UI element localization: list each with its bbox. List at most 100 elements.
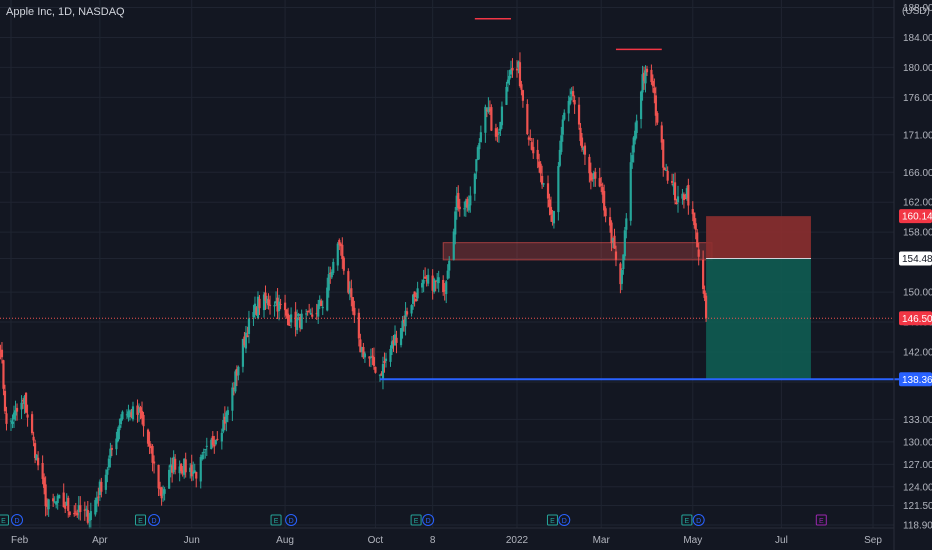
candle-body [32, 436, 35, 441]
marker-outline [692, 514, 705, 526]
candle-body [395, 337, 398, 343]
candle-body [107, 458, 110, 468]
candle-body [552, 211, 556, 224]
marker-letter: E [274, 518, 279, 525]
candle-body [469, 195, 472, 206]
candle-body [216, 438, 219, 440]
currency-label[interactable]: (USD) [902, 6, 930, 17]
candle-body [416, 288, 419, 299]
candle-body [687, 184, 690, 206]
candle-body [642, 72, 646, 81]
candle-body [619, 263, 622, 285]
marker-outline [11, 514, 24, 526]
candle-body [567, 100, 570, 114]
dividend-marker-icon: D [558, 514, 571, 526]
price-tick-label: 142.00 [903, 348, 932, 359]
candle-body [588, 156, 591, 174]
candle-body [515, 68, 519, 71]
candle-body [694, 223, 697, 230]
candle-body [62, 492, 65, 508]
candle-body [24, 392, 28, 413]
candle-body [561, 119, 564, 135]
candle-body [539, 163, 542, 174]
time-tick-label: May [683, 535, 702, 546]
candle-body [369, 357, 373, 359]
marker-outline [558, 514, 571, 526]
candle-body [499, 121, 502, 131]
price-tag-label: 154.48 [902, 254, 932, 265]
candle-body [300, 313, 303, 330]
candle-body [392, 340, 395, 345]
candle-body [299, 317, 302, 328]
candle-body [119, 418, 123, 425]
candle-body [378, 374, 382, 376]
candle-body [131, 406, 135, 420]
time-tick-label: Feb [11, 535, 29, 546]
candle-body [399, 328, 403, 346]
candle-body [520, 84, 523, 90]
time-axis[interactable]: Feb Apr Jun Aug Oct 8 2022 Mar May Jul Sep [0, 527, 894, 546]
candle-body [37, 457, 40, 466]
candle-body [116, 428, 120, 442]
candle-body [384, 358, 388, 362]
candle-body [234, 371, 237, 392]
candle-body [244, 332, 248, 349]
candle-body [509, 69, 513, 75]
candle-body [390, 341, 394, 349]
candle-body [0, 350, 2, 352]
chart-title: Apple Inc, 1D, NASDAQ [6, 6, 125, 18]
candle-body [473, 173, 476, 194]
candle-body [151, 446, 154, 463]
candle-body [86, 510, 89, 523]
candle-body [604, 208, 607, 217]
candle-body [518, 62, 522, 87]
currency-open-bracket: ( [902, 6, 906, 17]
candle-body [691, 209, 694, 215]
price-axis[interactable]: 188.00 184.00 180.00 176.00 171.00 166.00 162.… [893, 0, 932, 550]
candle-body [443, 289, 446, 291]
candle-body [231, 387, 234, 411]
candle-body [452, 231, 455, 260]
candle-body [676, 196, 680, 203]
earnings-marker-icon: E [0, 514, 9, 526]
candle-body [225, 412, 228, 422]
candle-body [329, 272, 332, 275]
candle-body [121, 411, 124, 420]
profit-target-zone [706, 258, 811, 380]
price-tag: 146.50 [899, 311, 932, 326]
price-tick-label: 162.00 [903, 198, 932, 209]
currency-close-bracket: ) [926, 6, 930, 17]
candle-body [431, 275, 434, 291]
candle-body [573, 99, 576, 105]
candle-body [549, 206, 553, 215]
candle-body [437, 277, 440, 284]
price-tag: 160.14 [899, 209, 932, 224]
candle-body [632, 137, 635, 153]
marker-outline [410, 514, 422, 526]
candle-body [614, 251, 618, 260]
candle-body [591, 177, 594, 180]
candle-body [11, 421, 14, 424]
candle-body [338, 240, 341, 245]
candle-body [315, 313, 318, 315]
candle-body [47, 499, 50, 510]
candle-body [52, 498, 55, 502]
candle-body [256, 296, 260, 319]
candle-body [336, 243, 339, 266]
candle-body [204, 449, 207, 451]
candle-body [309, 312, 312, 315]
candle-body [650, 69, 653, 83]
candle-body [422, 279, 425, 284]
candle-body [623, 230, 626, 257]
candle-body [348, 289, 351, 294]
candle-body [277, 301, 281, 312]
candle-body [359, 339, 362, 353]
candle-body [104, 474, 107, 490]
marker-letter: E [685, 518, 690, 525]
price-tag-background [899, 251, 932, 266]
candle-body [127, 411, 130, 418]
price-tick-label: 130.00 [903, 437, 932, 448]
marker-letter: D [14, 518, 19, 525]
candle-body [253, 303, 257, 314]
